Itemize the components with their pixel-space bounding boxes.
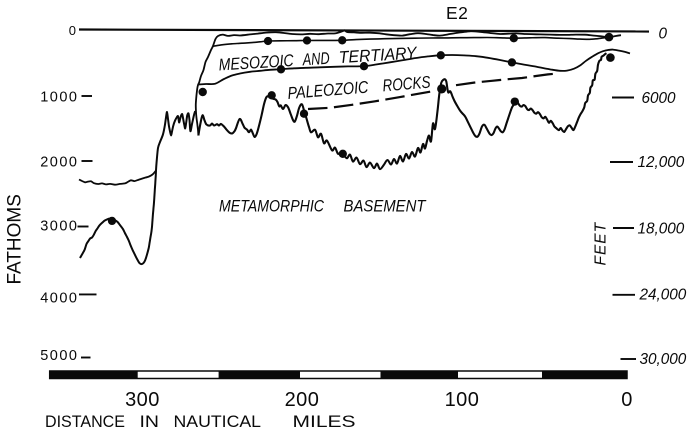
- svg-text:5000: 5000: [40, 348, 78, 364]
- svg-text:2000: 2000: [40, 154, 78, 170]
- svg-text:MILES: MILES: [293, 412, 356, 431]
- svg-text:METAMORPHIC: METAMORPHIC: [219, 197, 325, 216]
- svg-text:NAUTICAL: NAUTICAL: [174, 412, 262, 431]
- svg-text:3000: 3000: [40, 219, 78, 235]
- svg-text:FEET: FEET: [593, 221, 610, 265]
- svg-text:DISTANCE: DISTANCE: [45, 412, 125, 431]
- svg-text:4000: 4000: [40, 290, 78, 306]
- svg-text:300: 300: [125, 389, 160, 411]
- svg-text:18,000: 18,000: [638, 221, 685, 238]
- svg-text:IN: IN: [140, 412, 160, 431]
- svg-text:1000: 1000: [40, 90, 78, 106]
- svg-text:0: 0: [69, 23, 76, 38]
- svg-text:FATHOMS: FATHOMS: [5, 194, 26, 284]
- svg-text:BASEMENT: BASEMENT: [344, 197, 427, 216]
- svg-text:200: 200: [285, 389, 320, 411]
- svg-text:AND: AND: [301, 49, 330, 70]
- svg-text:6000: 6000: [642, 90, 677, 107]
- svg-text:E2: E2: [446, 3, 468, 23]
- svg-text:24,000: 24,000: [639, 287, 687, 304]
- svg-text:30,000: 30,000: [640, 351, 687, 368]
- svg-text:0: 0: [621, 389, 633, 411]
- svg-text:100: 100: [445, 389, 480, 411]
- svg-text:ROCKS: ROCKS: [382, 73, 432, 96]
- svg-text:12,000: 12,000: [638, 154, 685, 171]
- svg-text:0: 0: [659, 26, 668, 43]
